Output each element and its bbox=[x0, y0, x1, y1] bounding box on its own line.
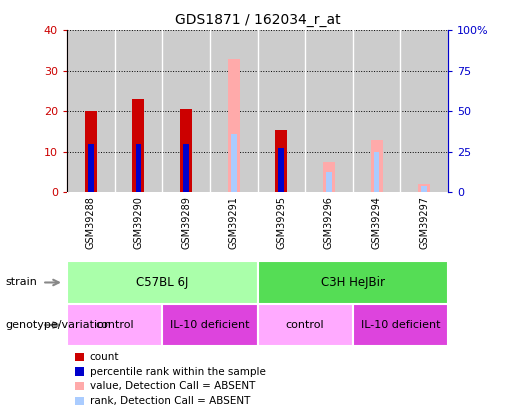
Bar bbox=[85, 111, 97, 192]
Text: GSM39297: GSM39297 bbox=[419, 196, 429, 249]
Bar bbox=[180, 109, 192, 192]
Bar bbox=[75, 397, 84, 405]
Text: strain: strain bbox=[5, 277, 37, 288]
Bar bbox=[75, 382, 84, 390]
Bar bbox=[75, 353, 84, 361]
Title: GDS1871 / 162034_r_at: GDS1871 / 162034_r_at bbox=[175, 13, 340, 27]
Bar bbox=[88, 144, 94, 192]
Text: GSM39288: GSM39288 bbox=[86, 196, 96, 249]
Text: control: control bbox=[286, 320, 324, 330]
Bar bbox=[135, 144, 141, 192]
Bar bbox=[258, 304, 353, 346]
Bar bbox=[162, 304, 258, 346]
Bar bbox=[418, 184, 430, 192]
Bar bbox=[421, 186, 427, 192]
Text: IL-10 deficient: IL-10 deficient bbox=[360, 320, 440, 330]
Bar bbox=[374, 152, 380, 192]
Text: percentile rank within the sample: percentile rank within the sample bbox=[90, 367, 266, 377]
Bar bbox=[371, 140, 383, 192]
Bar bbox=[326, 172, 332, 192]
Bar bbox=[279, 148, 284, 192]
Bar bbox=[276, 130, 287, 192]
Text: C3H HeJBir: C3H HeJBir bbox=[321, 276, 385, 289]
Text: C57BL 6J: C57BL 6J bbox=[136, 276, 188, 289]
Text: genotype/variation: genotype/variation bbox=[5, 320, 111, 330]
Text: rank, Detection Call = ABSENT: rank, Detection Call = ABSENT bbox=[90, 396, 250, 405]
Bar bbox=[67, 261, 258, 304]
Text: GSM39289: GSM39289 bbox=[181, 196, 191, 249]
Bar bbox=[67, 304, 162, 346]
Text: count: count bbox=[90, 352, 119, 362]
Bar bbox=[353, 304, 448, 346]
Text: GSM39294: GSM39294 bbox=[372, 196, 382, 249]
Bar bbox=[228, 59, 239, 192]
Bar bbox=[231, 134, 236, 192]
Text: GSM39296: GSM39296 bbox=[324, 196, 334, 249]
Bar bbox=[183, 144, 189, 192]
Bar bbox=[258, 261, 448, 304]
Text: GSM39295: GSM39295 bbox=[277, 196, 286, 249]
Text: GSM39291: GSM39291 bbox=[229, 196, 238, 249]
Bar bbox=[75, 367, 84, 376]
Text: IL-10 deficient: IL-10 deficient bbox=[170, 320, 250, 330]
Text: value, Detection Call = ABSENT: value, Detection Call = ABSENT bbox=[90, 381, 255, 391]
Bar bbox=[132, 99, 144, 192]
Bar bbox=[323, 162, 335, 192]
Text: GSM39290: GSM39290 bbox=[133, 196, 143, 249]
Text: control: control bbox=[95, 320, 134, 330]
